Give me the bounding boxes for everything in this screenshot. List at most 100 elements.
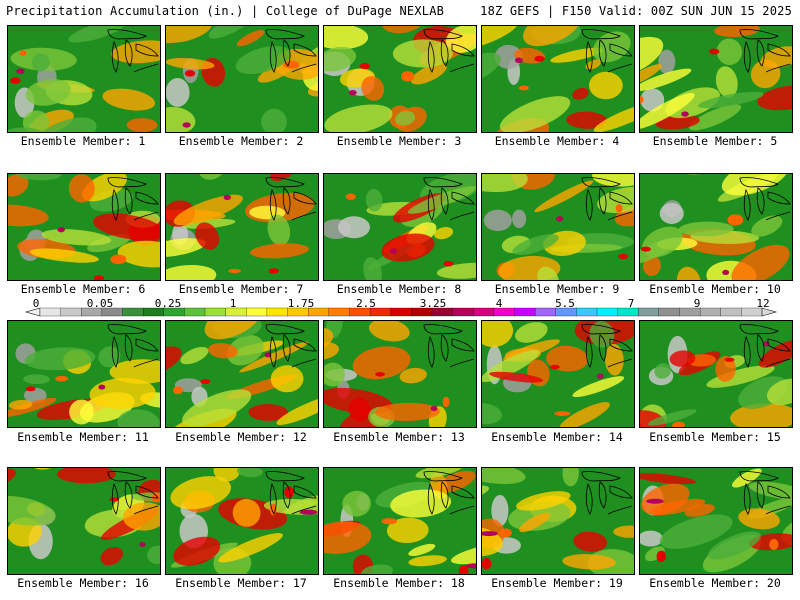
heavy-core (345, 193, 356, 200)
precip-blob (408, 543, 436, 557)
precip-blob (270, 365, 304, 393)
colorbar-swatch (246, 307, 268, 317)
colorbar-tick-label: 0.25 (154, 297, 182, 310)
precip-blob (559, 402, 610, 427)
heavy-core (283, 60, 300, 69)
colorbar-tick-label: 5.5 (555, 297, 575, 310)
precip-blob (751, 215, 783, 237)
precip-blob (482, 403, 502, 425)
colorbar-tick-label: 0.05 (86, 297, 114, 310)
great-lakes-outline (265, 177, 317, 221)
heavy-core (640, 246, 651, 252)
heavy-core (389, 248, 398, 254)
great-lakes-outline (739, 471, 791, 515)
ensemble-member-label: Ensemble Member: 1 (20, 134, 146, 148)
heavy-core (640, 96, 644, 104)
precip-blob (537, 266, 559, 280)
precip-blob (562, 554, 616, 570)
precip-blob (738, 508, 780, 530)
precip-blob (647, 409, 697, 426)
precip-blob (592, 174, 634, 187)
heavy-core (724, 357, 735, 362)
colorbar-swatch (720, 307, 742, 317)
ensemble-member-label: Ensemble Member: 6 (20, 282, 146, 296)
ensemble-member-label: Ensemble Member: 5 (652, 134, 778, 148)
ensemble-panel (481, 25, 635, 133)
precip-blob (117, 409, 160, 427)
precip-blob (261, 108, 287, 132)
precip-blob (218, 533, 283, 563)
precip-blob (516, 491, 571, 511)
precip-blob (68, 174, 95, 203)
precip-blob (69, 399, 94, 425)
precip-blob (236, 30, 265, 47)
precip-blob (434, 226, 454, 240)
precip-blob (758, 340, 792, 368)
precip-blob (100, 546, 124, 566)
precip-field (324, 26, 476, 132)
ensemble-member-label: Ensemble Member: 14 (491, 430, 623, 444)
heavy-core (19, 50, 27, 56)
precip-blob (208, 26, 257, 39)
dry-patch (483, 209, 512, 232)
precip-blob (604, 343, 624, 376)
colorbar-tick-label: 7 (627, 297, 635, 310)
precip-field (482, 174, 634, 280)
precip-blob (415, 468, 465, 479)
heavy-core (618, 253, 629, 260)
dry-patch (659, 202, 684, 224)
precip-blob (276, 394, 318, 425)
precip-blob (111, 40, 160, 64)
precip-blob (750, 59, 781, 89)
heavy-core (57, 227, 65, 233)
precip-blob (655, 115, 700, 130)
ensemble-member-label: Ensemble Member: 11 (17, 430, 149, 444)
precip-blob (8, 496, 56, 526)
heavy-core (16, 68, 25, 74)
colorbar-swatch (473, 307, 495, 317)
precip-blob (640, 93, 695, 130)
colorbar-tick-label: 3.25 (419, 297, 447, 310)
colorbar-swatch (122, 307, 144, 317)
ensemble-member-label: Ensemble Member: 3 (336, 134, 462, 148)
precip-blob (665, 87, 720, 119)
precip-blob (482, 52, 501, 83)
precip-blob (204, 321, 263, 340)
precip-blob (512, 234, 559, 255)
precip-field (482, 468, 634, 574)
precip-field (8, 321, 160, 427)
precip-blob (688, 104, 742, 131)
great-lakes-outline (107, 29, 159, 73)
precip-blob (684, 504, 715, 517)
heavy-core (769, 538, 779, 551)
precip-blob (8, 399, 33, 410)
precip-blob (641, 226, 683, 258)
heavy-core (25, 386, 36, 392)
precip-blob (324, 521, 372, 554)
precip-blob (363, 257, 382, 280)
heavy-core (681, 111, 689, 117)
precip-blob (550, 47, 604, 63)
colorbar-swatch (638, 307, 660, 317)
great-lakes-outline (581, 29, 633, 73)
ensemble-panel (7, 25, 161, 133)
ensemble-member-label: Ensemble Member: 8 (336, 282, 462, 296)
heavy-core (646, 498, 664, 504)
precip-field (324, 321, 476, 427)
precip-blob (213, 468, 240, 482)
precip-blob (640, 36, 664, 79)
great-lakes-outline (265, 324, 317, 368)
ensemble-panel (481, 467, 635, 575)
heavy-core (549, 364, 560, 370)
precip-blob (236, 468, 263, 478)
run-info: 18Z GEFS | F150 Valid: 00Z SUN JUN 15 20… (480, 4, 792, 18)
ensemble-panel (639, 173, 793, 281)
precip-blob (109, 359, 160, 384)
precip-field (166, 26, 318, 132)
ensemble-panel (323, 173, 477, 281)
precip-blob (248, 404, 289, 421)
heavy-core (656, 550, 666, 563)
ensemble-member-label: Ensemble Member: 4 (494, 134, 620, 148)
precip-blob (654, 363, 671, 379)
colorbar-swatch (514, 307, 536, 317)
